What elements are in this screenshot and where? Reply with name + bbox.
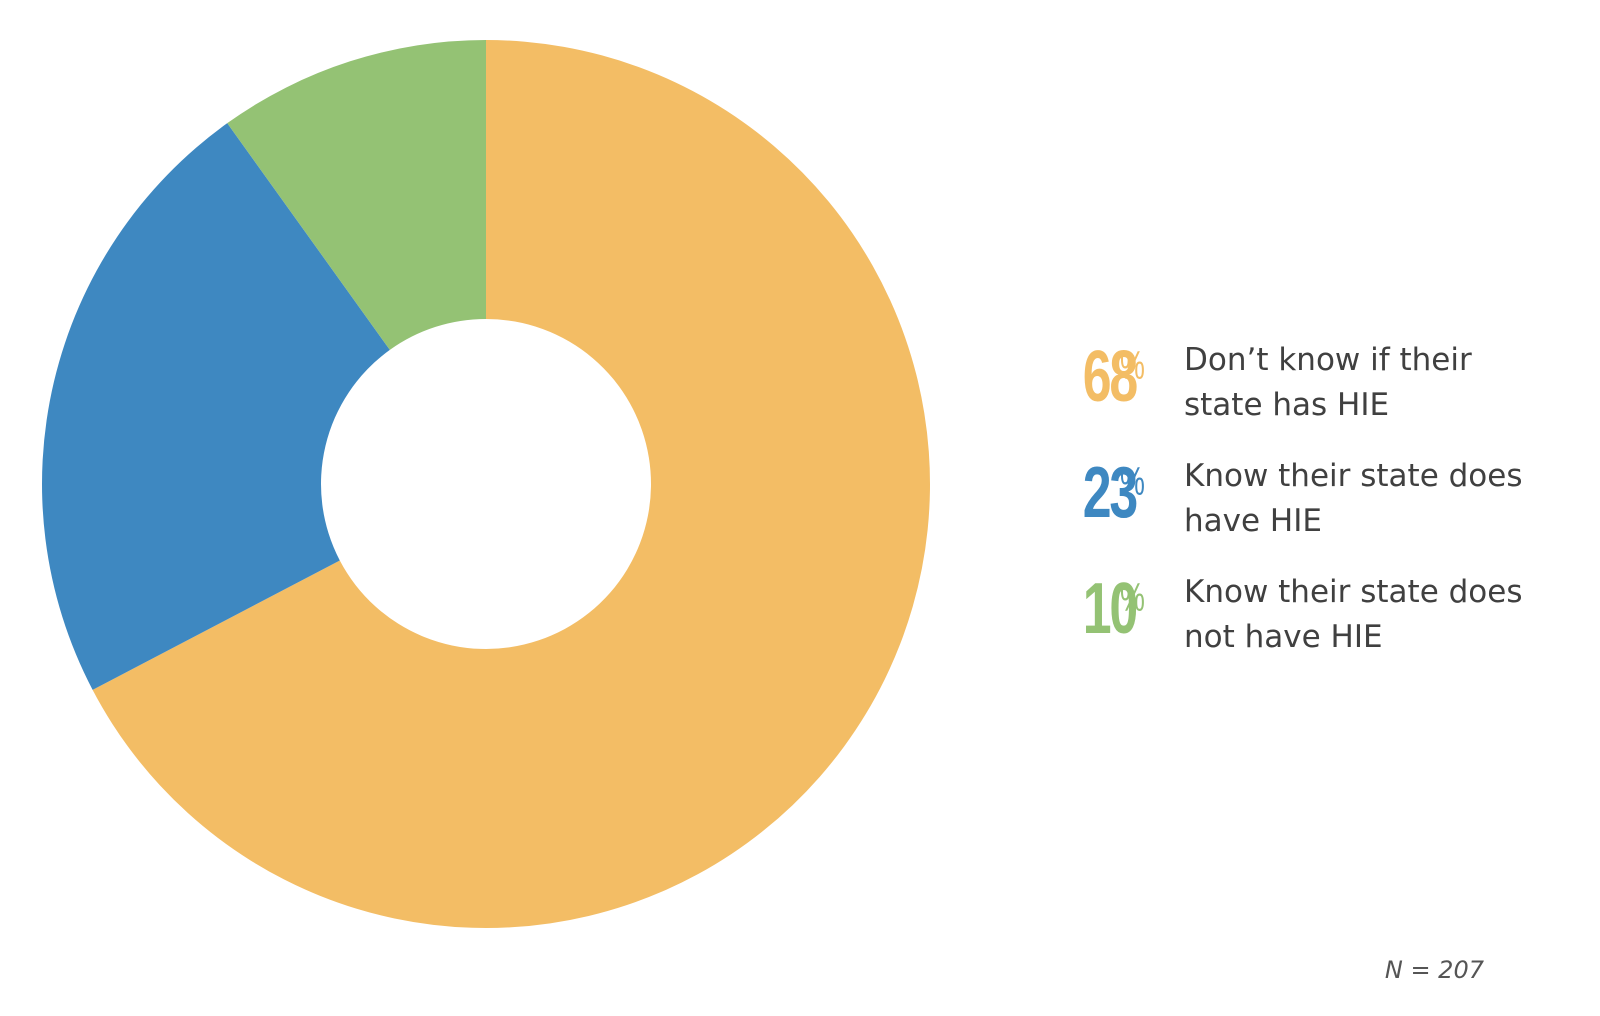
legend-label-line: have HIE <box>1184 503 1322 539</box>
donut-chart <box>41 40 930 929</box>
legend-label: Know their state does not have HIE <box>1184 570 1564 660</box>
percent-value: 10 <box>1083 569 1139 649</box>
legend-label-line: Know their state does <box>1184 458 1523 494</box>
percent-sign: % <box>1120 460 1146 504</box>
legend-label-line: Know their state does <box>1184 574 1523 610</box>
legend: 68% Don’t know if their state has HIE 23… <box>1038 338 1578 686</box>
percent-sign: % <box>1120 344 1146 388</box>
legend-percent: 10% <box>1038 572 1156 646</box>
sample-size-note: N = 207 <box>1384 956 1484 984</box>
legend-percent: 23% <box>1038 456 1156 530</box>
legend-label: Don’t know if their state has HIE <box>1184 338 1564 428</box>
legend-label-line: state has HIE <box>1184 387 1390 423</box>
donut-slice-1 <box>92 40 930 929</box>
legend-item-does-not-have: 10% Know their state does not have HIE <box>1038 570 1578 686</box>
percent-value: 68 <box>1083 337 1139 417</box>
percent-value: 23 <box>1083 453 1139 533</box>
legend-label-line: Don’t know if their <box>1184 342 1472 378</box>
legend-percent: 68% <box>1038 340 1156 414</box>
legend-item-does-have: 23% Know their state does have HIE <box>1038 454 1578 570</box>
legend-item-dont-know: 68% Don’t know if their state has HIE <box>1038 338 1578 454</box>
percent-sign: % <box>1120 576 1146 620</box>
donut-slice-3 <box>227 40 486 350</box>
donut-slice-2 <box>41 123 390 690</box>
legend-label: Know their state does have HIE <box>1184 454 1564 544</box>
legend-label-line: not have HIE <box>1184 619 1383 655</box>
